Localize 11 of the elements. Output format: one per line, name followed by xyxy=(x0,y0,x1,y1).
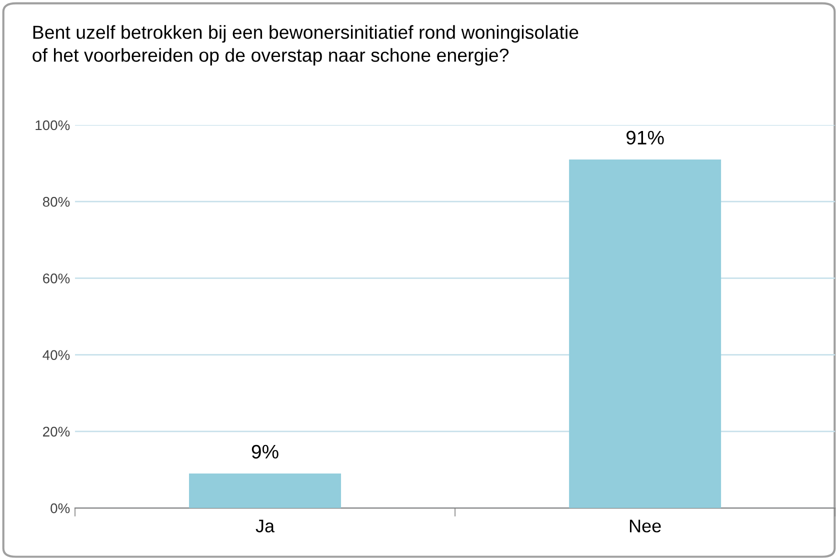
y-tick-label: 100% xyxy=(36,120,70,130)
y-tick-label: 40% xyxy=(42,350,70,360)
y-tick-label: 0% xyxy=(50,503,70,514)
data-label: 91% xyxy=(626,130,664,145)
y-tick-label: 80% xyxy=(42,196,70,207)
x-tick-label: Ja xyxy=(256,520,275,532)
chart-title: Bent uzelf betrokken bij een bewonersinitiatief rond woningisolatie of het voorbereiden op de overstap naar schone energie? xyxy=(32,25,578,66)
y-tick-label: 20% xyxy=(43,426,70,437)
data-label: 9% xyxy=(252,444,278,459)
x-tick-label: Nee xyxy=(630,520,661,532)
y-tick-label: 60% xyxy=(43,274,70,284)
